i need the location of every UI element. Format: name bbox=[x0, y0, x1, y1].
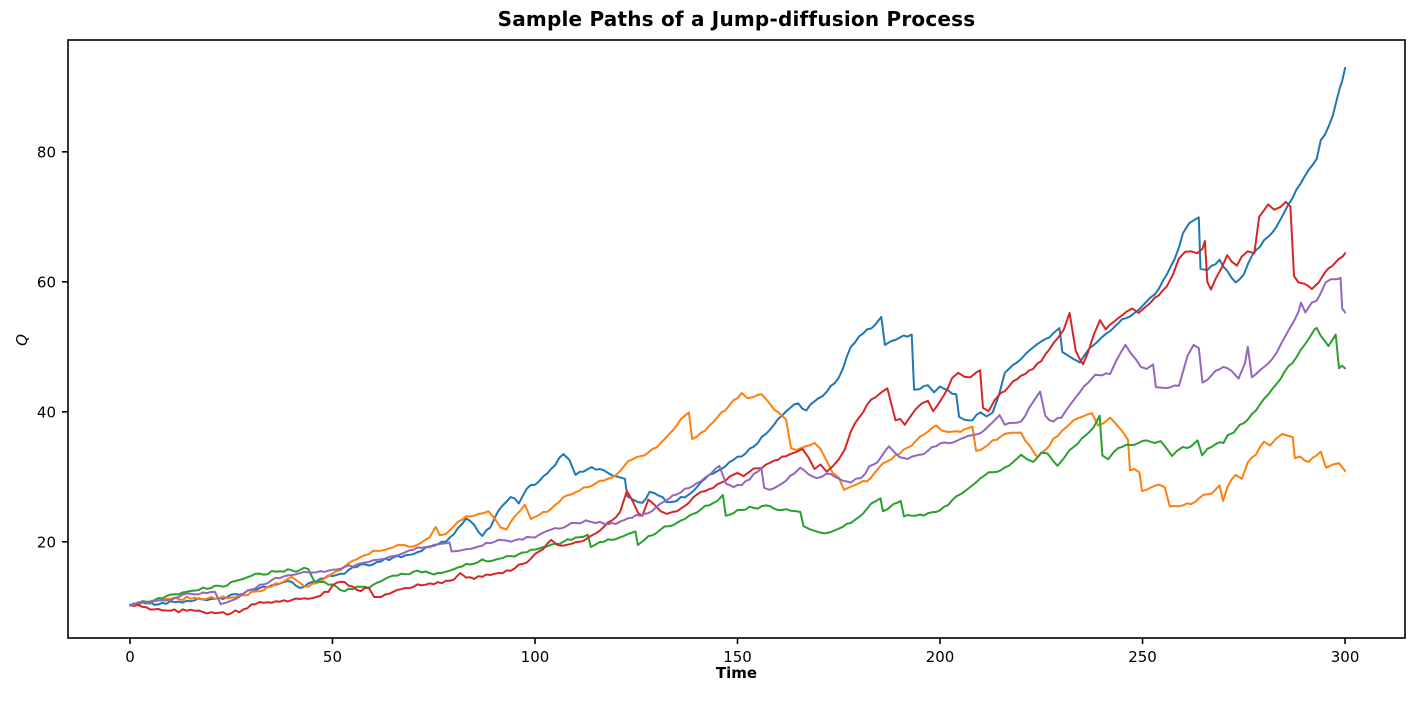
series-line-path_4 bbox=[129, 200, 1347, 616]
series-line-path_5 bbox=[129, 276, 1347, 606]
y-tick-label: 40 bbox=[37, 403, 56, 421]
series-line-path_1 bbox=[129, 66, 1347, 608]
plot-box bbox=[67, 39, 1406, 639]
y-tick-label: 60 bbox=[37, 273, 56, 291]
x-tick-label: 0 bbox=[125, 648, 135, 666]
x-tick-label: 200 bbox=[926, 648, 955, 666]
x-axis-label: Time bbox=[715, 664, 758, 682]
x-tick-label: 150 bbox=[723, 648, 752, 666]
x-tick-label: 300 bbox=[1331, 648, 1360, 666]
x-tick-label: 250 bbox=[1128, 648, 1157, 666]
x-tick-label: 100 bbox=[521, 648, 550, 666]
series-line-path_3 bbox=[129, 327, 1347, 607]
x-tick-label: 50 bbox=[323, 648, 342, 666]
chart-title: Sample Paths of a Jump-diffusion Process bbox=[497, 7, 976, 31]
y-tick-label: 80 bbox=[37, 143, 56, 161]
y-axis-label: Q bbox=[13, 334, 31, 346]
y-tick-label: 20 bbox=[37, 533, 56, 551]
